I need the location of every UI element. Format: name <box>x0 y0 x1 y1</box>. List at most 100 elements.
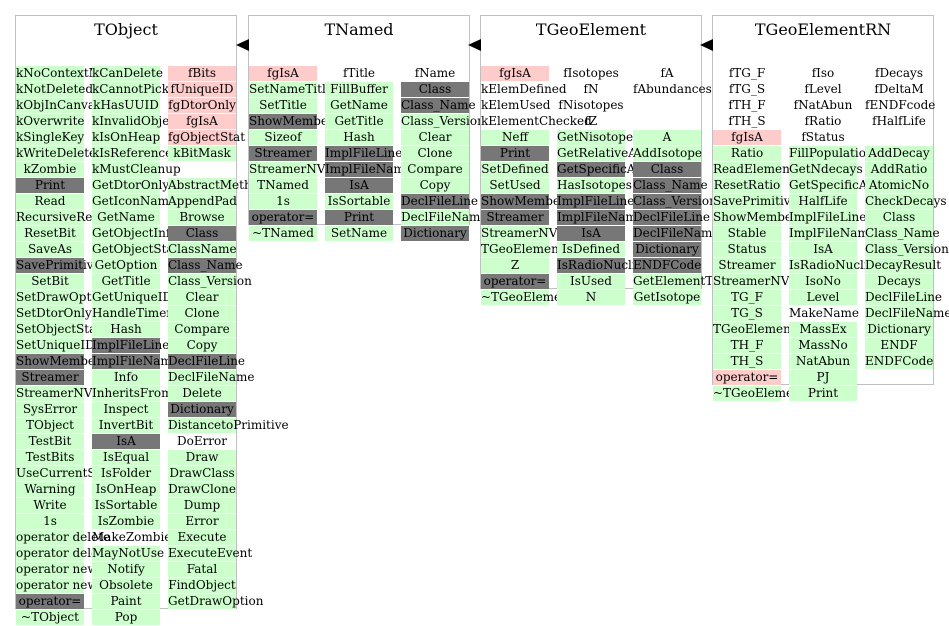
member-item: fTG_F <box>728 66 766 80</box>
member-item: TG_S <box>713 306 781 321</box>
member-item: fZ <box>584 114 598 128</box>
member-item: Copy <box>168 338 236 353</box>
member-item: DrawClone <box>168 482 236 497</box>
member-item: IsOnHeap <box>92 482 160 497</box>
member-item: ~TObject <box>16 610 84 625</box>
member-item: GetOption <box>92 258 160 273</box>
member-item: Class_Name <box>865 226 940 241</box>
member-item: TestBits <box>16 450 84 465</box>
member-item: operator= <box>713 370 781 385</box>
member-item: fIsotopes <box>563 66 619 80</box>
member-item: MakeZombie <box>92 530 172 544</box>
member-item: IsUsed <box>557 274 625 289</box>
member-column: fName Class Class_Name Class_Version Clear Cl… <box>401 66 488 242</box>
member-item: Copy <box>401 178 469 193</box>
member-item: SetUniqueID <box>16 338 95 353</box>
member-item: GetTitle <box>325 114 393 129</box>
member-item: fRatio <box>804 114 842 128</box>
member-item: kSingleKey <box>16 130 85 145</box>
member-item: Print <box>325 210 393 225</box>
member-item: Inspect <box>92 402 160 417</box>
member-item: GetTitle <box>92 274 160 289</box>
member-item: Dump <box>168 498 236 513</box>
member-item: SetDefined <box>481 162 549 177</box>
member-item: kCanDelete <box>92 66 163 81</box>
member-item: IsSortable <box>325 194 393 209</box>
member-item: Warning <box>16 482 84 497</box>
member-item: InheritsFrom <box>92 386 173 401</box>
member-item: kObjInCanvas <box>16 98 102 113</box>
member-item: TH_F <box>713 338 781 353</box>
member-item: GetNdecays <box>789 162 863 177</box>
member-item: fgIsA <box>168 114 236 129</box>
member-item: Class <box>401 82 469 97</box>
member-item: Error <box>168 514 236 529</box>
member-item: IsSortable <box>92 498 160 513</box>
member-item: Class <box>633 162 701 177</box>
member-item: MassEx <box>789 322 857 337</box>
member-item: TObject <box>16 418 84 433</box>
member-item: fgObjectStat <box>168 130 246 145</box>
member-item: fName <box>414 66 456 80</box>
member-item: ImplFileLine <box>325 146 403 161</box>
member-item: IsA <box>92 434 160 449</box>
member-item: GetIsotope <box>633 290 701 305</box>
member-item: ImplFileName <box>557 210 644 225</box>
member-item: SetName <box>325 226 393 241</box>
class-box-tgeoelement: TGeoElement fgIsA kElemDefined kElemUsed kE… <box>480 15 738 305</box>
member-item: fUniqueID <box>168 82 236 97</box>
member-item: Decays <box>865 274 933 289</box>
member-item: fIso <box>811 66 835 80</box>
member-column: fIso fLevel fNatAbun fRatio fStatus FillPopul… <box>789 66 905 402</box>
member-item: fBits <box>168 66 236 81</box>
member-item: GetObjectStat <box>92 242 179 257</box>
class-box-tnamed: TNamed fgIsA SetNameTitle SetTitle ShowMemb… <box>248 15 488 241</box>
member-item: GetUniqueID <box>92 290 173 305</box>
member-item: Fatal <box>168 562 236 577</box>
member-item: SetNameTitle <box>249 82 333 97</box>
member-item: IsEqual <box>92 450 160 465</box>
member-item: SavePrimitive <box>713 194 798 209</box>
member-item: operator= <box>16 594 84 609</box>
member-column: fDecays fDeltaM fENDFcode fHalfLife AddDecay… <box>865 66 949 370</box>
member-item: SavePrimitive <box>16 258 101 273</box>
member-item: CheckDecays <box>865 194 947 209</box>
member-item: Info <box>92 370 160 385</box>
member-item: 1s <box>16 514 84 529</box>
member-item: DeclFileLine <box>401 194 479 209</box>
class-box-tobject: TObject kNoContextMenu kNotDeleted kObjInC… <box>15 15 289 625</box>
member-item: AddIsotope <box>633 146 702 161</box>
member-item: NatAbun <box>789 354 857 369</box>
member-item: Dictionary <box>168 402 236 417</box>
member-item: Streamer <box>249 146 317 161</box>
member-item: ENDFCode <box>865 354 934 369</box>
member-item: SetDtorOnly <box>16 306 92 321</box>
member-item: ENDF <box>865 338 933 353</box>
member-item: Draw <box>168 450 236 465</box>
member-item: SetObjectStat <box>16 322 102 337</box>
member-item: 1s <box>249 194 317 209</box>
member-item: Ratio <box>713 146 781 161</box>
member-item: Status <box>713 242 781 257</box>
member-item: ImplFileName <box>789 226 876 241</box>
member-item: Write <box>16 498 84 513</box>
member-item: Paint <box>92 594 160 609</box>
member-item: ResetRatio <box>713 178 781 193</box>
member-item: kCannotPick <box>92 82 170 97</box>
member-item: fLevel <box>804 82 842 96</box>
member-item: Dictionary <box>401 226 469 241</box>
member-item: Clone <box>401 146 469 161</box>
member-item: IsZombie <box>92 514 160 529</box>
member-item: A <box>633 130 701 145</box>
member-item: fDeltaM <box>874 82 924 96</box>
member-item: Clear <box>168 290 236 305</box>
member-item: Hash <box>325 130 393 145</box>
member-item: ImplFileName <box>325 162 412 177</box>
member-item: kBitMask <box>168 146 236 161</box>
member-item: fTitle <box>342 66 376 80</box>
member-item: Class_Version <box>865 242 949 257</box>
member-item: DeclFileLine <box>633 210 711 225</box>
class-title: TObject <box>94 20 158 39</box>
member-item: Notify <box>92 562 160 577</box>
member-item: kWriteDelete <box>16 146 97 161</box>
